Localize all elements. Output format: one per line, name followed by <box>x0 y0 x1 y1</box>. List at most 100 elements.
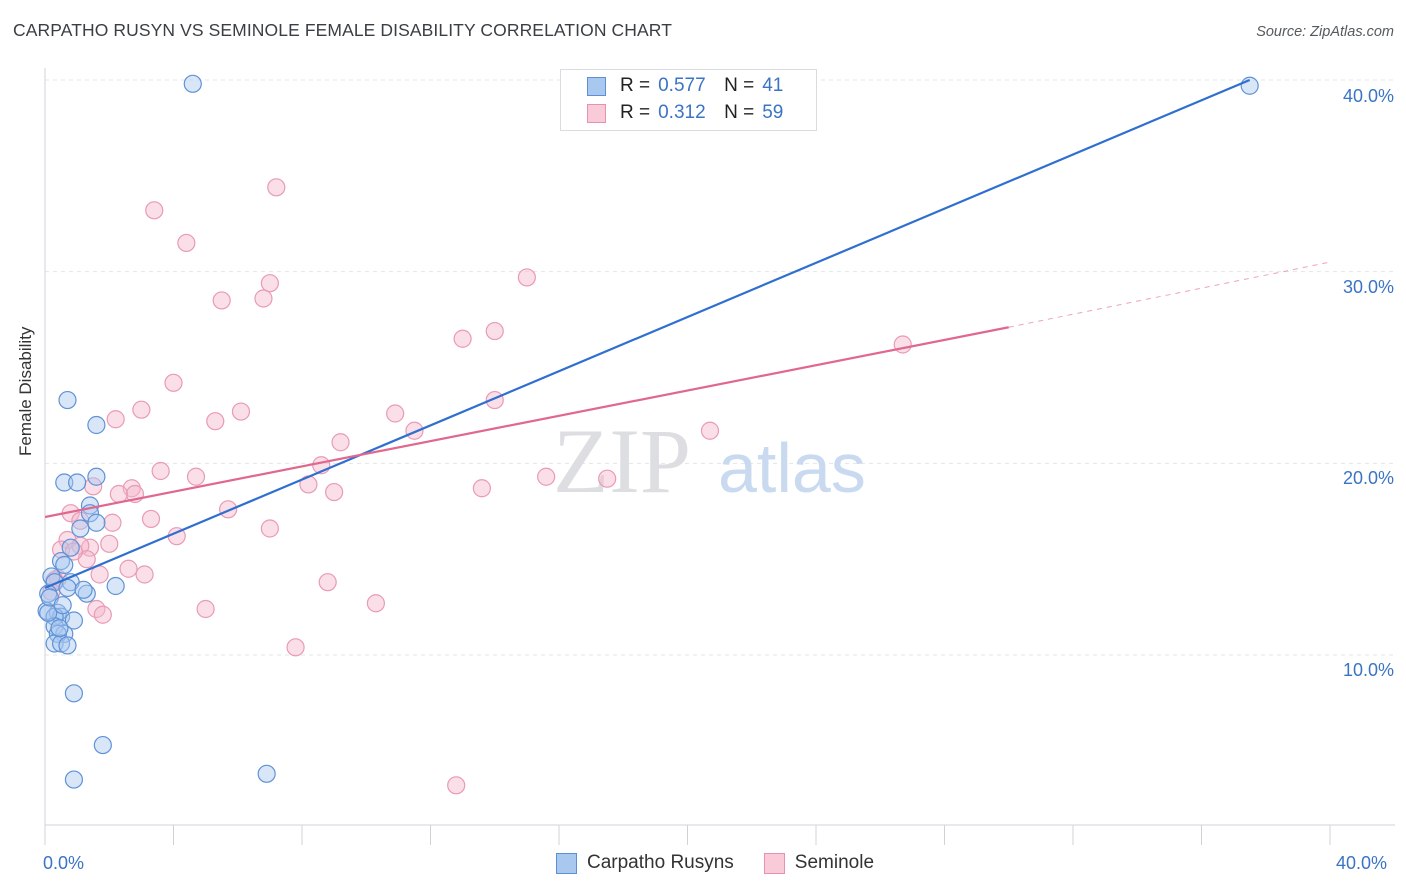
carpatho-point <box>68 473 87 492</box>
carpatho-point <box>61 538 80 557</box>
y-tick-40: 40.0% <box>1342 86 1394 106</box>
n-label: N = <box>724 102 755 123</box>
seminole-point <box>109 484 128 504</box>
seminole-point <box>93 605 112 624</box>
carpatho-point <box>58 636 77 655</box>
r-label: R = <box>620 102 651 123</box>
seminole-point <box>100 534 119 553</box>
blue-swatch <box>556 852 577 874</box>
stats-legend: R = 0.577 N = 41 R = 0.312 N = 59 <box>560 69 817 131</box>
carpatho-point <box>64 770 84 789</box>
seminole-point <box>231 402 251 421</box>
r-value-seminole: 0.312 <box>658 102 706 123</box>
pink-swatch <box>587 103 606 123</box>
seminole-point <box>331 433 350 452</box>
y-tick-20: 20.0% <box>1342 468 1394 488</box>
seminole-point <box>447 776 466 795</box>
seminole-point <box>318 573 337 592</box>
seminole-point <box>472 479 491 498</box>
seminole-point <box>119 559 138 578</box>
seminole-point <box>254 289 273 308</box>
seminole-point <box>206 412 225 431</box>
legend-item-carpatho[interactable]: Carpatho Rusyns <box>556 852 734 874</box>
seminole-point <box>598 469 617 488</box>
carpatho-point <box>55 473 74 492</box>
legend-item-seminole[interactable]: Seminole <box>763 852 875 874</box>
carpatho-point <box>87 467 106 486</box>
seminole-point <box>700 421 720 440</box>
seminole-point <box>212 291 231 310</box>
seminole-point <box>453 329 472 348</box>
blue-swatch <box>587 76 606 96</box>
n-value-carpatho: 41 <box>762 75 784 96</box>
carpatho-point <box>53 596 72 615</box>
series-legend: Carpatho Rusyns Seminole <box>556 852 904 874</box>
trend-lines <box>44 78 1331 589</box>
axes <box>44 68 1395 845</box>
r-value-carpatho: 0.577 <box>658 75 706 96</box>
x-tick-min: 0.0% <box>43 853 85 873</box>
r-label: R = <box>620 75 651 96</box>
seminole-point <box>517 268 536 287</box>
seminole-point <box>71 511 90 530</box>
gridlines <box>45 79 1395 656</box>
seminole-point <box>893 335 912 354</box>
y-axis-label: Female Disability <box>16 326 35 456</box>
y-tick-10: 10.0% <box>1342 660 1394 680</box>
seminole-point <box>325 482 344 502</box>
seminole-point <box>106 410 125 429</box>
carpatho-point <box>50 619 69 638</box>
carpatho-point <box>58 390 77 410</box>
chart-title: CARPATHO RUSYN VS SEMINOLE FEMALE DISABI… <box>13 20 673 40</box>
seminole-trend-line <box>44 326 1009 519</box>
carpatho-point <box>183 74 202 93</box>
legend-label-carpatho: Carpatho Rusyns <box>587 852 734 873</box>
seminole-point <box>145 201 164 220</box>
y-tick-30: 30.0% <box>1342 277 1394 297</box>
seminole-point <box>260 274 279 293</box>
pink-swatch <box>763 852 785 874</box>
carpatho-point <box>55 555 74 575</box>
seminole-point <box>196 599 215 619</box>
seminole-point <box>537 467 556 486</box>
seminole-point <box>177 233 196 253</box>
carpatho-point <box>257 764 276 783</box>
carpatho-point <box>51 634 71 653</box>
legend-row-seminole: R = 0.312 N = 59 <box>587 100 783 126</box>
seminole-point <box>485 321 504 341</box>
carpatho-point <box>87 415 106 435</box>
carpatho-point <box>93 735 112 755</box>
seminole-point <box>286 638 305 657</box>
carpatho-point <box>55 624 74 644</box>
carpatho-trend-line <box>44 78 1251 589</box>
carpatho-point <box>106 576 125 596</box>
seminole-point <box>366 594 385 613</box>
carpatho-point <box>1240 76 1259 95</box>
seminole-point <box>386 404 405 423</box>
seminole-point <box>141 509 161 529</box>
legend-label-seminole: Seminole <box>794 852 875 873</box>
n-value-seminole: 59 <box>762 102 784 123</box>
source-label: Source: ZipAtlas.com <box>1256 24 1394 40</box>
carpatho-point <box>74 580 93 599</box>
seminole-trend-extension <box>1008 261 1331 328</box>
seminole-point <box>267 178 286 197</box>
seminole-point <box>260 519 279 538</box>
legend-row-carpatho: R = 0.577 N = 41 <box>587 73 783 99</box>
seminole-point <box>151 461 170 481</box>
carpatho-point <box>64 684 84 703</box>
seminole-point <box>186 467 206 486</box>
seminole-point <box>132 400 151 419</box>
watermark-atlas: atlas <box>718 429 866 507</box>
carpatho-point <box>71 519 90 538</box>
seminole-point <box>164 373 183 392</box>
seminole-point <box>103 513 122 532</box>
n-label: N = <box>724 75 755 96</box>
x-tick-max: 40.0% <box>1336 853 1388 873</box>
carpatho-point <box>39 603 58 622</box>
watermark-zip: ZIP <box>553 410 691 512</box>
carpatho-point <box>64 611 84 630</box>
carpatho-point <box>87 513 106 532</box>
seminole-point <box>135 565 154 584</box>
